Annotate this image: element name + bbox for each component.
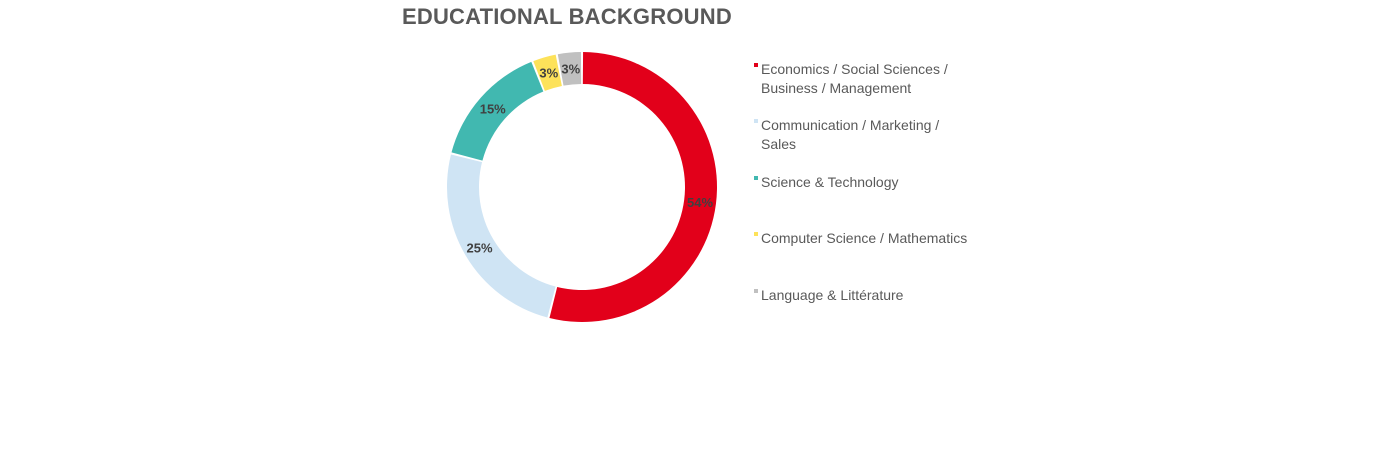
- legend-swatch-communication: [754, 119, 758, 123]
- legend-item-science: Science & Technology: [754, 173, 976, 192]
- slice-label-computer-science: 3%: [539, 66, 558, 81]
- slice-label-economics: 54%: [687, 195, 713, 210]
- legend-swatch-language: [754, 289, 758, 293]
- donut-slice-science: [451, 61, 544, 161]
- legend-swatch-economics: [754, 63, 758, 67]
- donut-slices: [447, 52, 717, 322]
- donut-labels: 54% 25% 15% 3% 3%: [467, 62, 714, 256]
- chart-title: EDUCATIONAL BACKGROUND: [402, 4, 732, 29]
- legend-label-communication: Communication / Marketing / Sales: [761, 117, 940, 152]
- donut-slice-economics: [549, 52, 717, 322]
- legend-swatch-science: [754, 176, 758, 180]
- legend-label-science: Science & Technology: [761, 174, 899, 190]
- donut-chart: 54% 25% 15% 3% 3%: [447, 52, 717, 322]
- legend-item-economics: Economics / Social Sciences / Business /…: [754, 60, 976, 98]
- legend-item-language: Language & Littérature: [754, 286, 976, 305]
- slice-label-language: 3%: [561, 62, 580, 77]
- legend-swatch-computer-science: [754, 232, 758, 236]
- donut-slice-communication: [447, 154, 556, 318]
- donut-slice-computer-science: [533, 54, 562, 91]
- donut-slice-language: [557, 52, 582, 86]
- legend-item-computer-science: Computer Science / Mathematics: [754, 229, 976, 248]
- legend-label-economics: Economics / Social Sciences / Business /…: [761, 61, 948, 96]
- legend-item-communication: Communication / Marketing / Sales: [754, 116, 976, 154]
- slice-label-communication: 25%: [467, 241, 493, 256]
- legend-label-language: Language & Littérature: [761, 287, 904, 303]
- slice-label-science: 15%: [480, 101, 506, 116]
- legend-label-computer-science: Computer Science / Mathematics: [761, 230, 968, 246]
